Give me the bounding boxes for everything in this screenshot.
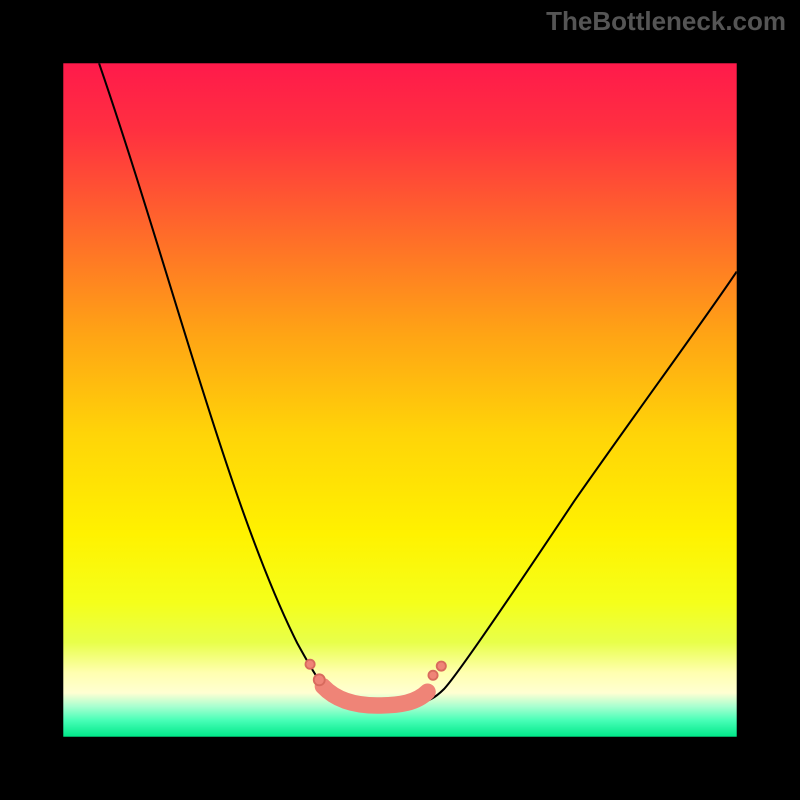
marker-dot [314, 674, 325, 685]
watermark-text: TheBottleneck.com [546, 6, 786, 37]
marker-dot [428, 671, 437, 680]
chart-plot-area [33, 33, 767, 767]
marker-dot [437, 661, 446, 670]
marker-dot [305, 660, 314, 669]
chart-svg [33, 33, 767, 767]
gradient-background [63, 63, 736, 736]
